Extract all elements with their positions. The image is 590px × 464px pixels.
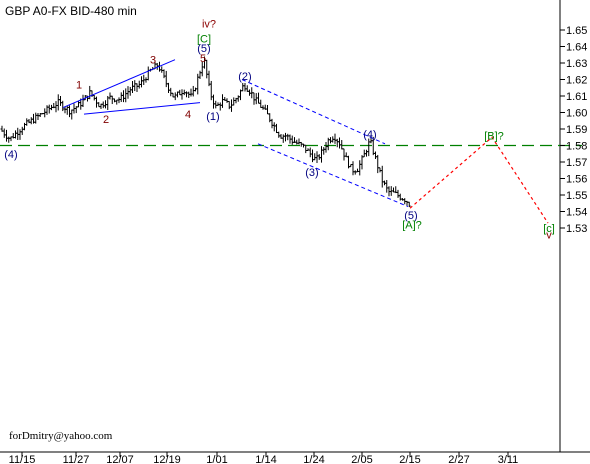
watermark: forDmitry@yahoo.com	[9, 430, 113, 442]
wave-label: (1)	[206, 111, 219, 123]
y-tick-label: 1.55	[566, 190, 587, 202]
x-tick-label: 1/24	[303, 454, 324, 464]
wave-label: [B]?	[484, 131, 504, 143]
wave-label: 2	[103, 114, 109, 126]
channel-line	[257, 143, 409, 208]
wave-label: (5)	[197, 43, 210, 55]
y-tick-label: 1.58	[566, 141, 587, 153]
wave-label: [c]	[543, 223, 555, 235]
y-tick-label: 1.65	[566, 25, 587, 37]
wave-label: iv?	[202, 18, 216, 30]
wave-label: [C]	[197, 33, 211, 45]
x-tick-label: 2/05	[351, 454, 372, 464]
x-tick-label: 1/01	[206, 454, 227, 464]
y-tick-label: 1.63	[566, 58, 587, 70]
x-tick-label: 1/14	[255, 454, 276, 464]
x-tick-label: 12/07	[106, 454, 134, 464]
y-tick-label: 1.64	[566, 42, 587, 54]
wave-label: (3)	[305, 167, 318, 179]
chart-title: GBP A0-FX BID-480 min	[5, 4, 137, 18]
x-tick-label: 2/15	[399, 454, 420, 464]
x-tick-label: 2/27	[448, 454, 469, 464]
channel-line	[241, 79, 386, 145]
y-tick-label: 1.61	[566, 91, 587, 103]
y-tick-label: 1.56	[566, 174, 587, 186]
x-tick-label: 12/19	[153, 454, 181, 464]
wave-label: (2)	[238, 71, 251, 83]
y-tick-label: 1.62	[566, 75, 587, 87]
wave-label: [A]?	[402, 220, 422, 232]
wave-label: (4)	[363, 129, 376, 141]
wave-label: 3	[150, 55, 156, 67]
x-tick-label: 11/15	[9, 454, 36, 464]
y-tick-label: 1.59	[566, 124, 587, 136]
forecast-path	[409, 136, 549, 224]
wave-label: 1	[76, 79, 82, 91]
x-tick-label: 11/27	[63, 454, 90, 464]
wave-label: (5)	[404, 210, 417, 222]
wave-label: v	[546, 230, 552, 242]
wave-label: 4	[185, 109, 191, 121]
y-tick-label: 1.53	[566, 223, 587, 235]
wedge-line	[83, 102, 201, 115]
x-tick-label: 3/11	[498, 454, 519, 464]
y-tick-label: 1.60	[566, 108, 587, 120]
wave-label: (4)	[4, 149, 17, 161]
y-tick-label: 1.54	[566, 207, 587, 219]
wave-label: 5	[200, 53, 206, 65]
y-tick-label: 1.57	[566, 157, 587, 169]
wedge-line	[62, 59, 176, 109]
